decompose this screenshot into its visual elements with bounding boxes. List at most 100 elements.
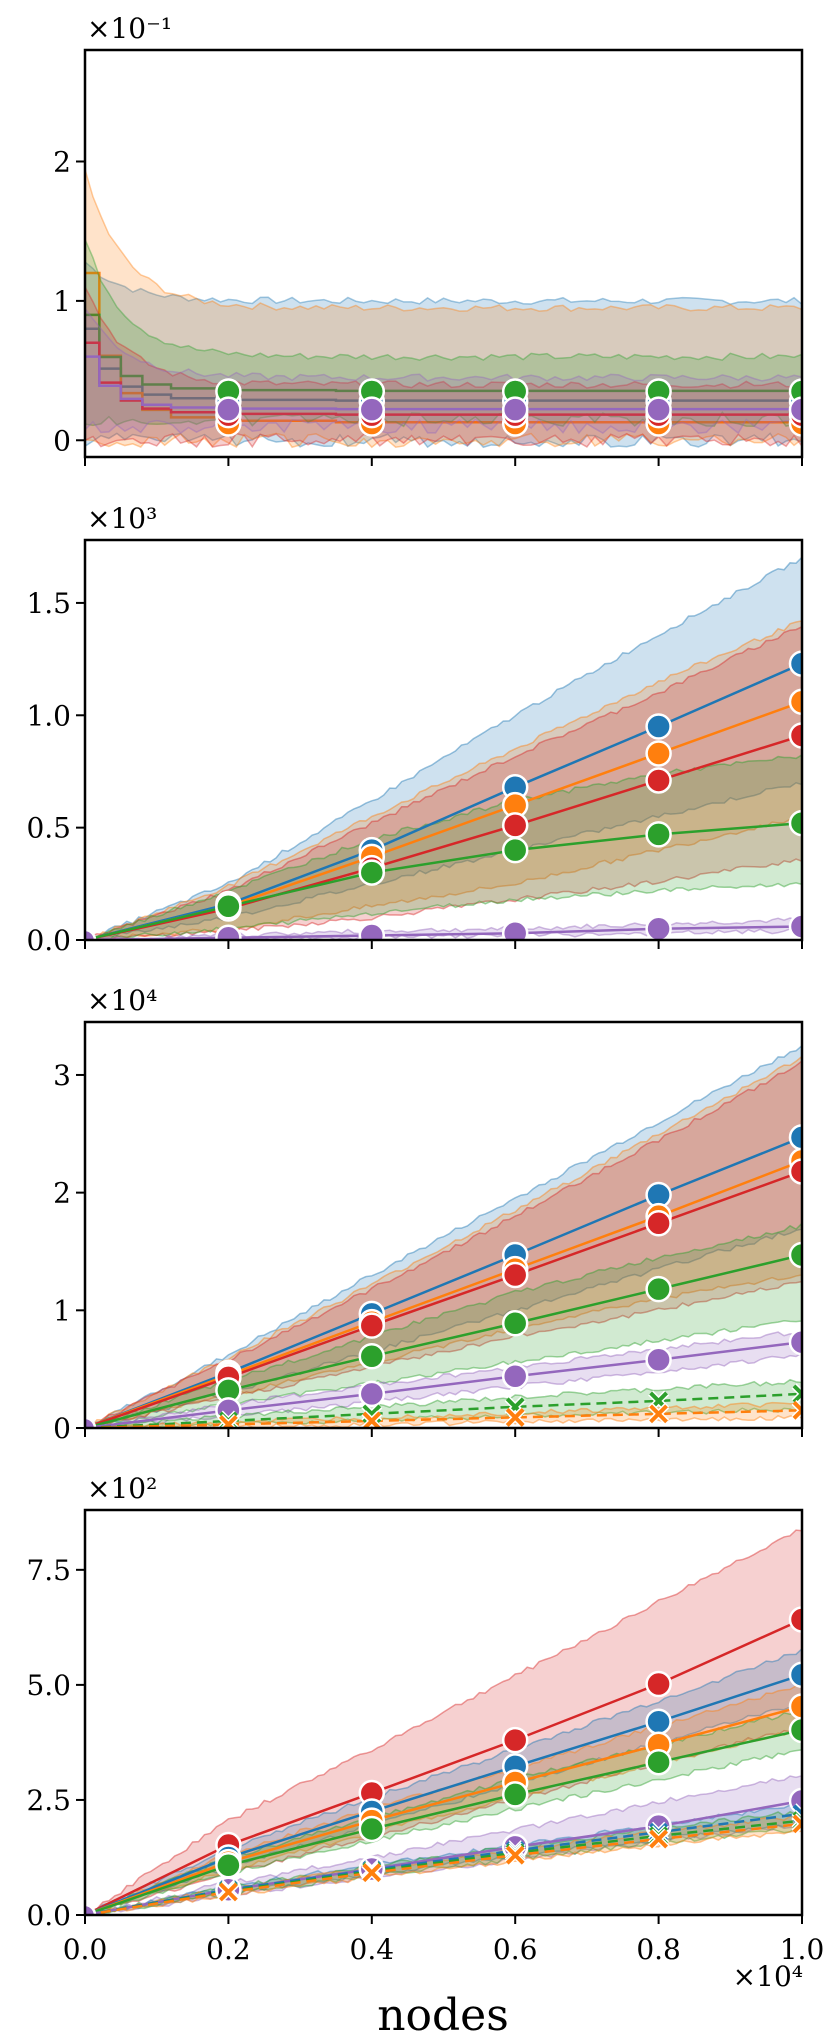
- marker-red: [645, 1670, 672, 1698]
- band-purple: [85, 917, 802, 940]
- y-tick-label: 0: [53, 1412, 71, 1445]
- marker-green: [358, 1815, 386, 1843]
- marker-blue: [788, 1124, 802, 1151]
- band-green-dashed: [85, 1378, 802, 1428]
- line-green-dashed: [85, 1392, 802, 1428]
- y-tick-label: 3: [53, 1059, 71, 1092]
- band-purple: [85, 1774, 802, 1915]
- line-red: [85, 341, 802, 416]
- marker-x-orange-dashed: [792, 1814, 802, 1834]
- marker-red: [501, 1726, 529, 1754]
- y-tick-label: 0.5: [26, 812, 71, 845]
- marker-purple: [358, 396, 386, 423]
- x-tick-label: 0.6: [493, 1933, 538, 1966]
- x-tick-label: 0.8: [636, 1933, 681, 1966]
- y-tick-label: 7.5: [26, 1554, 71, 1587]
- marker-x-orange-dashed: [792, 1400, 802, 1420]
- y-tick-label: 0.0: [26, 924, 71, 957]
- marker-purple: [358, 1380, 386, 1408]
- marker-purple: [788, 913, 802, 940]
- band-red: [85, 1529, 802, 1915]
- panel-memory: 0 1 2 3 ×10⁴: [53, 984, 804, 1445]
- marker-green: [645, 821, 672, 848]
- marker-origin: [85, 1903, 97, 1915]
- marker-purple: [215, 396, 242, 423]
- band-red: [85, 1059, 802, 1428]
- line-blue: [85, 662, 802, 940]
- x-tick-label: 0.0: [63, 1933, 108, 1966]
- marker-green: [788, 1241, 802, 1269]
- marker-x-orange-dashed: [362, 1411, 382, 1428]
- marker-purple: [501, 1362, 529, 1390]
- line-blue: [85, 327, 802, 402]
- band-orange-dashed: [85, 1401, 802, 1428]
- y-tick-label: 1.0: [26, 699, 71, 732]
- panel-frame: [83, 1020, 804, 1430]
- marker-green: [645, 1275, 672, 1303]
- marker-origin: [85, 928, 97, 940]
- marker-purple: [645, 396, 672, 423]
- panel-size: 0.0 2.5 5.0 7.5 0.0 0.2 0.4 0.6 0.8 1.0 ×10²: [26, 1472, 824, 1966]
- y-scale-label: ×10³: [87, 502, 157, 535]
- panel-error-rate: 0 1 2 ×10⁻¹: [53, 12, 804, 466]
- y-tick-label: 0.0: [26, 1899, 71, 1932]
- marker-origin: [85, 1416, 97, 1428]
- y-tick-label: 0: [53, 424, 71, 457]
- marker-x-orange-dashed: [505, 1407, 525, 1427]
- marker-red: [788, 1158, 802, 1185]
- marker-green: [358, 859, 386, 886]
- marker-orange: [788, 1693, 802, 1720]
- panel-runtime: 0.0 0.5 1.0 1.5 ×10³: [26, 502, 804, 957]
- marker-red: [358, 1312, 386, 1339]
- marker-x-orange-dashed: [218, 1882, 238, 1902]
- marker-blue: [645, 1708, 672, 1735]
- band-red: [85, 286, 802, 449]
- marker-red: [645, 1209, 672, 1237]
- line-green: [85, 1253, 802, 1428]
- y-tick-label: 1: [53, 1294, 71, 1327]
- x-axis-title: nodes: [377, 1990, 509, 2041]
- line-orange-dashed: [85, 1822, 802, 1915]
- plot-area: [85, 556, 802, 940]
- y-tick-label: 2: [53, 1177, 71, 1210]
- band-red: [85, 625, 802, 940]
- marker-purple: [215, 924, 242, 940]
- line-green: [85, 313, 802, 393]
- y-tick-label: 2: [53, 146, 71, 179]
- line-blue: [85, 1136, 802, 1428]
- marker-blue: [645, 713, 672, 740]
- y-scale-label: ×10²: [87, 1472, 157, 1505]
- band-purple: [85, 307, 802, 435]
- marker-green: [215, 1852, 242, 1879]
- panel-frame: [83, 1508, 804, 1917]
- marker-purple: [645, 1346, 672, 1373]
- band-orange: [85, 169, 802, 449]
- marker-blue: [788, 650, 802, 677]
- line-red: [85, 734, 802, 940]
- marker-x-orange-dashed: [505, 1845, 525, 1865]
- line-red: [85, 1618, 802, 1915]
- marker-red: [501, 812, 529, 839]
- x-scale-label: ×10⁴: [733, 1960, 803, 1993]
- y-tick-label: 1.5: [26, 587, 71, 620]
- line-blue: [85, 1673, 802, 1915]
- band-blue: [85, 1647, 802, 1915]
- y-tick-label: 2.5: [26, 1784, 71, 1817]
- marker-red: [788, 722, 802, 749]
- line-orange: [85, 1159, 802, 1428]
- line-orange: [85, 1705, 802, 1915]
- panel-frame: [83, 538, 804, 942]
- line-green: [85, 821, 802, 940]
- marker-orange: [645, 740, 672, 767]
- line-green: [85, 1728, 802, 1915]
- y-scale-label: ×10⁻¹: [87, 12, 172, 45]
- y-scale-label: ×10⁴: [87, 984, 157, 1017]
- marker-x-green-dashed: [792, 1384, 802, 1404]
- marker-red: [645, 767, 672, 794]
- marker-purple: [788, 396, 802, 423]
- band-green: [85, 239, 802, 428]
- marker-x-orange-dashed: [649, 1404, 669, 1424]
- marker-green: [788, 1716, 802, 1744]
- x-tick-label: 0.4: [350, 1933, 395, 1966]
